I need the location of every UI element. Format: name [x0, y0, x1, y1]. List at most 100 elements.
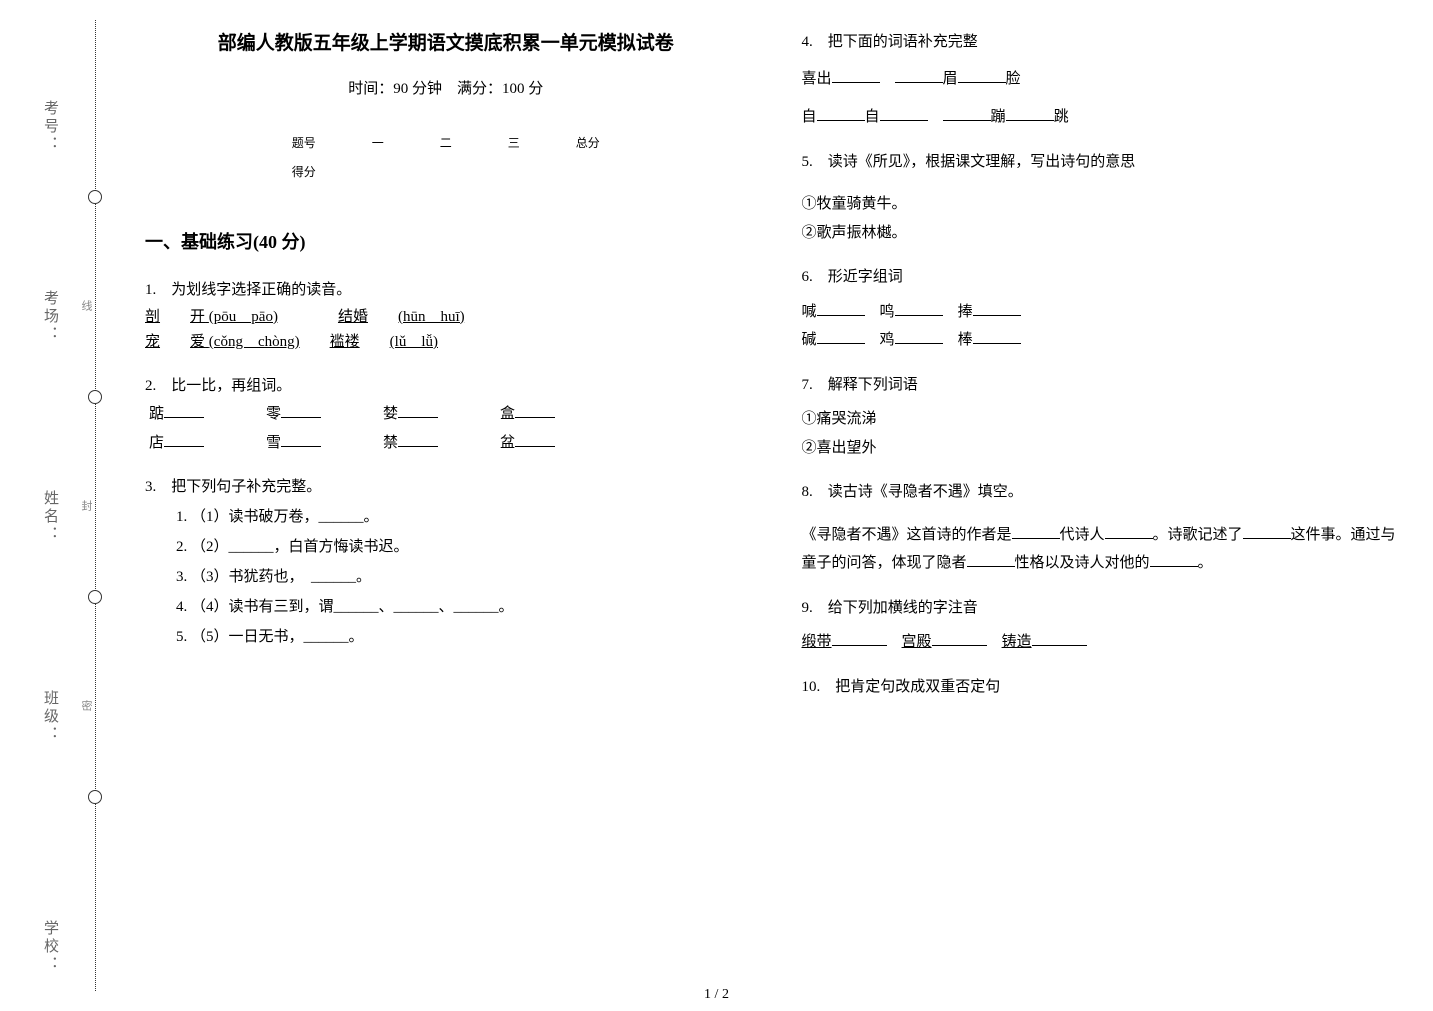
binding-label-room: 考场： — [40, 290, 61, 344]
question-4: 4. 把下面的词语补充完整 喜出 眉脸 自自 蹦跳 — [802, 28, 1404, 132]
blank — [817, 329, 865, 344]
blank — [958, 68, 1006, 83]
blank — [967, 552, 1015, 567]
q2-char: 盆 — [500, 435, 515, 451]
score-cell — [480, 157, 548, 186]
q1-char: 宠 — [145, 334, 160, 350]
q4-line: 自自 蹦跳 — [802, 103, 1404, 132]
table-row: 得分 — [264, 157, 628, 186]
q5-prompt: 5. 读诗《所见》，根据课文理解，写出诗句的意思 — [802, 148, 1404, 177]
section-heading: 一、基础练习(40 分) — [145, 228, 747, 254]
score-header: 题号 — [264, 128, 344, 157]
right-column: 4. 把下面的词语补充完整 喜出 眉脸 自自 蹦跳 5. 读诗《所见》，根据课文… — [802, 28, 1404, 981]
question-6: 6. 形近字组词 喊 鸣 捧 碱 鸡 棒 — [802, 263, 1404, 355]
blank — [281, 432, 321, 447]
blank — [515, 432, 555, 447]
q9-line: 缎带 宫殿 铸造 — [802, 628, 1404, 657]
blank — [895, 301, 943, 316]
q7-prompt: 7. 解释下列词语 — [802, 371, 1404, 400]
blank — [880, 106, 928, 121]
blank — [281, 403, 321, 418]
blank — [398, 432, 438, 447]
blank — [932, 631, 987, 646]
blank — [817, 106, 865, 121]
question-2: 2. 比一比，再组词。 踮 零 婪 盒 店 雪 禁 盆 — [145, 372, 747, 458]
q6-row: 喊 鸣 捧 — [802, 298, 1404, 327]
page-content: 部编人教版五年级上学期语文摸底积累一单元模拟试卷 时间：90 分钟 满分：100… — [145, 28, 1403, 981]
page-number: 1 / 2 — [704, 987, 729, 1003]
binding-label-school: 学校： — [40, 920, 61, 974]
score-header: 总分 — [548, 128, 628, 157]
question-7: 7. 解释下列词语 ①痛哭流涕 ②喜出望外 — [802, 371, 1404, 463]
question-10: 10. 把肯定句改成双重否定句 — [802, 673, 1404, 702]
binding-circle — [88, 190, 102, 204]
blank — [398, 403, 438, 418]
blank — [164, 432, 204, 447]
q8-text: 性格以及诗人对他的 — [1015, 555, 1150, 571]
score-row-label: 得分 — [264, 157, 344, 186]
q2-char: 店 — [149, 435, 164, 451]
q2-char: 雪 — [266, 435, 281, 451]
question-1: 1. 为划线字选择正确的读音。 剖 开 (pōu pāo) 结婚 (hūn hu… — [145, 276, 747, 356]
exam-title: 部编人教版五年级上学期语文摸底积累一单元模拟试卷 — [145, 28, 747, 55]
q6-prompt: 6. 形近字组词 — [802, 263, 1404, 292]
q6-char: 碱 — [802, 332, 817, 348]
binding-cut-hint: 密 — [78, 700, 94, 713]
q1-line: 宠 爱 (cǒng chòng) 褴褛 (lǔ lǚ) — [145, 330, 747, 356]
q10-prompt: 10. 把肯定句改成双重否定句 — [802, 673, 1404, 702]
q5-item: ①牧童骑黄牛。 — [802, 190, 1404, 219]
left-column: 部编人教版五年级上学期语文摸底积累一单元模拟试卷 时间：90 分钟 满分：100… — [145, 28, 747, 981]
score-cell — [344, 157, 412, 186]
q4-text: 眉 — [943, 71, 958, 87]
q4-text: 跳 — [1054, 109, 1069, 125]
blank — [1150, 552, 1198, 567]
exam-subtitle: 时间：90 分钟 满分：100 分 — [145, 77, 747, 98]
binding-circle — [88, 390, 102, 404]
q6-char: 喊 — [802, 304, 817, 320]
q1-pinyin: (lǔ lǚ) — [390, 334, 438, 350]
score-table: 题号 一 二 三 总分 得分 — [264, 128, 628, 186]
q8-body: 《寻隐者不遇》这首诗的作者是代诗人。诗歌记述了这件事。通过与童子的问答，体现了隐… — [802, 521, 1404, 578]
q4-text: 脸 — [1006, 71, 1021, 87]
blank — [1032, 631, 1087, 646]
question-3: 3. 把下列句子补充完整。 （1）读书破万卷，______。 （2）______… — [145, 473, 747, 652]
score-header: 一 — [344, 128, 412, 157]
binding-dotted-line — [95, 20, 96, 991]
q7-item: ①痛哭流涕 — [802, 405, 1404, 434]
blank — [1105, 524, 1153, 539]
q1-pinyin: (hūn huī) — [398, 309, 465, 325]
q6-char: 捧 — [958, 304, 973, 320]
blank — [164, 403, 204, 418]
q6-char: 棒 — [958, 332, 973, 348]
q3-item: （3）书犹药也， ______。 — [191, 562, 747, 592]
q1-char: 褴褛 — [330, 334, 360, 350]
score-cell — [548, 157, 628, 186]
q8-text: 。诗歌记述了 — [1153, 527, 1243, 543]
q9-word: 铸造 — [1002, 634, 1032, 650]
q9-prompt: 9. 给下列加横线的字注音 — [802, 594, 1404, 623]
blank — [973, 329, 1021, 344]
q9-word: 宫殿 — [902, 634, 932, 650]
q2-char: 盒 — [500, 406, 515, 422]
q3-item: （5）一日无书，______。 — [191, 622, 747, 652]
q3-item: （4）读书有三到，谓______、______、______。 — [191, 592, 747, 622]
q4-text: 蹦 — [991, 109, 1006, 125]
score-cell — [412, 157, 480, 186]
blank — [1243, 524, 1291, 539]
question-5: 5. 读诗《所见》，根据课文理解，写出诗句的意思 ①牧童骑黄牛。 ②歌声振林樾。 — [802, 148, 1404, 248]
q3-item: （2）______，白首方悔读书迟。 — [191, 532, 747, 562]
blank — [943, 106, 991, 121]
q1-line: 剖 开 (pōu pāo) 结婚 (hūn huī) — [145, 305, 747, 331]
score-header: 二 — [412, 128, 480, 157]
blank — [895, 68, 943, 83]
binding-margin: 考号： 考场： 姓名： 班级： 学校： 线 封 密 — [0, 0, 130, 1011]
score-header: 三 — [480, 128, 548, 157]
q8-text: 《寻隐者不遇》这首诗的作者是 — [802, 527, 1012, 543]
q2-char: 禁 — [383, 435, 398, 451]
q8-prompt: 8. 读古诗《寻隐者不遇》填空。 — [802, 478, 1404, 507]
q9-word: 缎带 — [802, 634, 832, 650]
binding-label-name: 姓名： — [40, 490, 61, 544]
blank — [515, 403, 555, 418]
table-row: 题号 一 二 三 总分 — [264, 128, 628, 157]
q7-item: ②喜出望外 — [802, 434, 1404, 463]
